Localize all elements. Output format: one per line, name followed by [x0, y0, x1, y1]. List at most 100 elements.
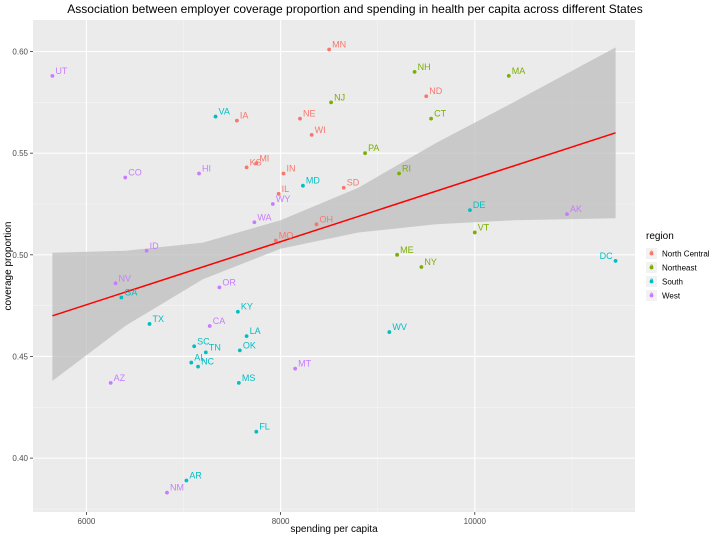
data-point-dc	[613, 259, 618, 263]
point-label-nh: NH	[418, 62, 431, 72]
data-point-de	[468, 208, 472, 212]
point-label-al: AL	[194, 353, 205, 363]
data-point-md	[301, 183, 305, 188]
point-label-ks: KS	[250, 157, 262, 167]
point-label-ar: AR	[189, 470, 202, 480]
legend: region a North Central a Northeast a South a We…	[646, 231, 710, 301]
point-label-vt: VT	[478, 222, 490, 232]
point-label-oh: OH	[320, 214, 334, 224]
point-label-il: IL	[282, 184, 290, 194]
point-label-dc: DC	[600, 251, 613, 261]
legend-glyph-west: a	[650, 292, 654, 298]
legend-label-west: West	[662, 292, 681, 301]
data-point-tn	[203, 350, 208, 355]
legend-point-northeast	[649, 265, 654, 270]
data-point-nj	[329, 100, 333, 105]
point-label-md: MD	[306, 176, 320, 186]
legend-label-north-central: North Central	[662, 250, 710, 259]
legend-point-west	[649, 293, 654, 298]
point-label-mi: MI	[259, 153, 269, 163]
data-point-sc	[192, 344, 197, 349]
point-label-wi: WI	[315, 125, 326, 135]
trend-line	[52, 132, 616, 317]
data-point-ok	[237, 348, 242, 353]
point-label-mn: MN	[332, 39, 346, 49]
point-label-wa: WA	[257, 212, 271, 222]
point-label-az: AZ	[114, 373, 126, 383]
data-point-ky	[235, 309, 240, 314]
y-tick-label: 0.55	[12, 149, 28, 158]
x-tick-label: 10000	[464, 517, 487, 526]
point-label-nc: NC	[201, 357, 214, 367]
point-label-ne: NE	[303, 109, 316, 119]
point-label-ri: RI	[402, 163, 411, 173]
data-point-nm	[165, 490, 169, 495]
point-label-ga: GA	[124, 288, 137, 298]
point-label-ok: OK	[243, 340, 256, 350]
y-axis: 0.40 0.45 0.50 0.55 0.60	[12, 48, 33, 463]
point-label-va: VA	[219, 107, 230, 117]
point-label-nj: NJ	[334, 92, 345, 102]
point-label-de: DE	[473, 200, 486, 210]
legend-label-south: South	[662, 278, 683, 287]
point-label-tx: TX	[153, 314, 165, 324]
point-label-in: IN	[287, 163, 296, 173]
point-label-mo: MO	[279, 231, 294, 241]
data-point-wa	[252, 220, 257, 225]
y-tick-label: 0.40	[12, 454, 28, 463]
point-label-ut: UT	[55, 66, 67, 76]
data-point-ms	[236, 381, 241, 385]
point-label-mt: MT	[298, 359, 311, 369]
point-label-nv: NV	[119, 273, 132, 283]
point-label-la: LA	[250, 326, 261, 336]
data-point-nv	[113, 281, 118, 286]
point-label-ky: KY	[241, 302, 253, 312]
x-axis-title: spending per capita	[290, 524, 378, 535]
data-point-mn	[327, 47, 332, 52]
points-layer	[50, 47, 618, 495]
data-point-tx	[147, 322, 152, 326]
data-point-oh	[314, 222, 319, 227]
data-point-mt	[293, 366, 298, 371]
legend-label-northeast: Northeast	[662, 264, 697, 273]
data-point-ga	[119, 295, 124, 300]
data-point-hi	[197, 171, 201, 176]
point-label-me: ME	[400, 245, 414, 255]
data-point-ca	[207, 324, 212, 328]
point-label-sc: SC	[197, 336, 210, 346]
x-tick-label: 8000	[272, 517, 290, 526]
legend-glyph-south: a	[650, 278, 654, 284]
data-point-va	[213, 114, 218, 119]
data-point-ks	[244, 165, 249, 170]
legend-point-south	[649, 279, 654, 284]
data-point-ct	[429, 116, 433, 121]
data-point-nd	[424, 94, 429, 99]
data-point-mi	[254, 161, 259, 166]
data-point-co	[123, 175, 128, 180]
data-point-id	[144, 248, 149, 253]
legend-point-north-central	[649, 251, 654, 256]
point-label-wy: WY	[276, 194, 291, 204]
data-point-ny	[419, 265, 424, 269]
data-point-ne	[298, 116, 302, 121]
data-point-ar	[184, 478, 189, 483]
legend-glyph-north-central: a	[650, 250, 654, 256]
chart-title: Association between employer coverage pr…	[67, 2, 642, 16]
y-tick-label: 0.50	[12, 251, 28, 260]
y-tick-label: 0.60	[12, 48, 28, 57]
data-point-fl	[254, 429, 259, 434]
data-point-in	[281, 171, 286, 176]
point-label-nm: NM	[170, 483, 184, 493]
data-point-la	[244, 334, 249, 339]
point-label-id: ID	[150, 241, 160, 251]
point-label-ms: MS	[242, 373, 256, 383]
confidence-band-layer	[52, 47, 616, 381]
point-label-ak: AK	[570, 204, 582, 214]
data-point-vt	[472, 230, 477, 235]
data-point-il	[276, 191, 281, 196]
legend-title: region	[646, 231, 674, 242]
data-point-wi	[309, 132, 314, 137]
point-label-hi: HI	[202, 163, 211, 173]
